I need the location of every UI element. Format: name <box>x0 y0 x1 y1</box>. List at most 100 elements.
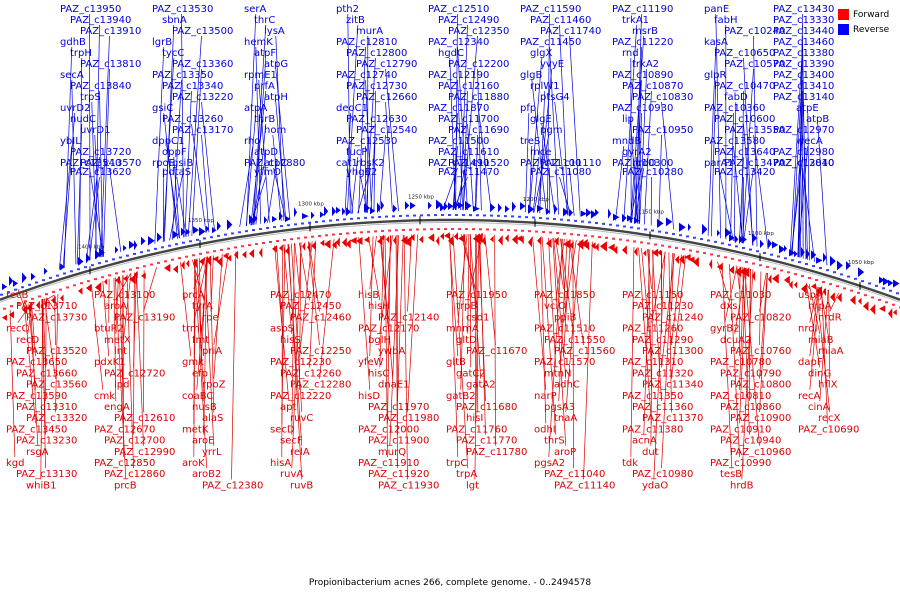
forward-gene-label: hisI <box>466 413 483 424</box>
reverse-gene-label: PAZ_c13470 <box>724 158 785 169</box>
forward-gene-block <box>181 260 185 270</box>
reverse-leader-line <box>529 57 543 213</box>
reverse-leader-line <box>475 167 478 211</box>
scale-tick-label: 1250 kbp <box>408 194 434 200</box>
reverse-gene-label: PAZ_c11450 <box>520 37 581 48</box>
reverse-gene-block <box>259 227 262 230</box>
reverse-leader-line <box>457 46 468 211</box>
reverse-gene-block <box>315 220 318 223</box>
reverse-gene-label: PAZ_c11590 <box>520 4 581 15</box>
forward-gene-block <box>498 235 503 246</box>
forward-leader-line <box>397 234 404 402</box>
reverse-gene-block <box>679 222 686 232</box>
forward-gene-block <box>486 228 489 231</box>
forward-leader-line <box>563 239 571 357</box>
forward-gene-block <box>569 241 574 250</box>
reverse-gene-block <box>273 226 276 229</box>
forward-gene-block <box>346 232 349 235</box>
reverse-gene-block <box>896 292 899 295</box>
reverse-gene-block <box>154 247 157 250</box>
forward-gene-block <box>283 239 286 242</box>
forward-leader-line <box>291 243 295 435</box>
reverse-gene-block <box>830 255 836 267</box>
reverse-gene-block <box>725 227 732 238</box>
reverse-gene-block <box>377 202 381 214</box>
forward-leader-line <box>407 234 412 312</box>
reverse-gene-block <box>462 214 465 217</box>
forward-gene-block <box>388 229 391 232</box>
forward-gene-label: adhC <box>554 380 580 391</box>
reverse-leader-line <box>533 134 550 213</box>
reverse-gene-block <box>420 214 423 217</box>
reverse-gene-label: PAZ_c13910 <box>80 26 141 37</box>
forward-gene-label: PAZ_c11350 <box>622 391 683 402</box>
forward-gene-block <box>787 271 790 274</box>
forward-gene-label: PAZ_c13320 <box>26 413 87 424</box>
reverse-leader-line <box>89 13 91 261</box>
reverse-gene-block <box>588 221 591 224</box>
forward-gene-block <box>199 252 202 255</box>
reverse-gene-label: gsiB <box>172 158 193 169</box>
forward-leader-line <box>389 234 400 446</box>
reverse-leader-line <box>191 68 202 236</box>
forward-gene-block <box>10 305 13 308</box>
reverse-swatch <box>838 24 849 35</box>
forward-leader-line <box>759 272 768 379</box>
reverse-gene-label: PAZ_c12190 <box>428 70 489 81</box>
reverse-gene-label: trkA1 <box>622 15 649 26</box>
forward-gene-block <box>717 263 723 271</box>
reverse-gene-block <box>405 201 410 210</box>
forward-gene-label: PAZ_c11760 <box>446 424 507 435</box>
reverse-gene-label: fabH <box>714 15 738 26</box>
reverse-leader-line <box>365 79 373 213</box>
forward-gene-block <box>661 244 664 247</box>
forward-gene-block <box>643 249 647 257</box>
forward-gene-block <box>336 237 340 248</box>
reverse-gene-label: PAZ_c10950 <box>632 125 693 136</box>
scale-tick-label: 1400 kbp <box>78 244 104 250</box>
forward-gene-block <box>241 245 244 248</box>
forward-gene-block <box>339 232 342 235</box>
reverse-gene-block <box>735 245 738 248</box>
reverse-leader-line <box>385 68 399 212</box>
reverse-gene-label: mndB <box>612 136 641 147</box>
reverse-gene-block <box>546 217 549 220</box>
forward-leader-line <box>759 271 762 346</box>
reverse-gene-block <box>448 214 451 217</box>
forward-leader-line <box>552 238 567 446</box>
forward-gene-label: aroB2 <box>192 469 221 480</box>
forward-gene-label: PAZ_c10910 <box>710 424 771 435</box>
reverse-gene-label: atpD <box>254 147 278 158</box>
forward-gene-label: hisD <box>358 391 380 402</box>
forward-leader-line <box>819 288 826 301</box>
forward-gene-label: PAZ_c10900 <box>730 413 791 424</box>
forward-gene-block <box>731 257 734 260</box>
reverse-gene-block <box>206 225 210 232</box>
reverse-gene-label: atpG <box>264 59 288 70</box>
forward-gene-block <box>766 265 769 268</box>
reverse-gene-block <box>392 215 395 218</box>
forward-gene-block <box>738 259 741 262</box>
reverse-leader-line <box>753 35 758 247</box>
forward-gene-label: PAZ_c11670 <box>466 346 527 357</box>
scale-ticks: 1400 kbp 1350 kbp 1300 kbp 1250 kbp 1200 kbp… <box>78 194 874 290</box>
forward-gene-label: PAZ_c13520 <box>26 346 87 357</box>
forward-gene-label: trpA <box>456 469 477 480</box>
reverse-gene-label: glpR <box>704 70 726 81</box>
reverse-leader-line <box>462 90 468 211</box>
reverse-gene-block <box>473 205 480 212</box>
reverse-gene-block <box>105 260 108 263</box>
reverse-gene-block <box>586 208 592 218</box>
forward-gene-label: ruvA <box>280 469 303 480</box>
forward-gene-block <box>772 273 779 284</box>
forward-gene-block <box>419 235 424 244</box>
reverse-gene-label: PAZ_c13350 <box>152 70 213 81</box>
forward-gene-block <box>45 293 48 296</box>
reverse-gene-label: PAZ_c12530 <box>336 136 397 147</box>
forward-leader-line <box>180 261 192 357</box>
forward-gene-block <box>87 280 90 283</box>
reverse-gene-block <box>357 217 360 220</box>
reverse-gene-block <box>798 261 801 264</box>
forward-gene-block <box>619 238 622 241</box>
forward-gene-block <box>304 236 307 239</box>
